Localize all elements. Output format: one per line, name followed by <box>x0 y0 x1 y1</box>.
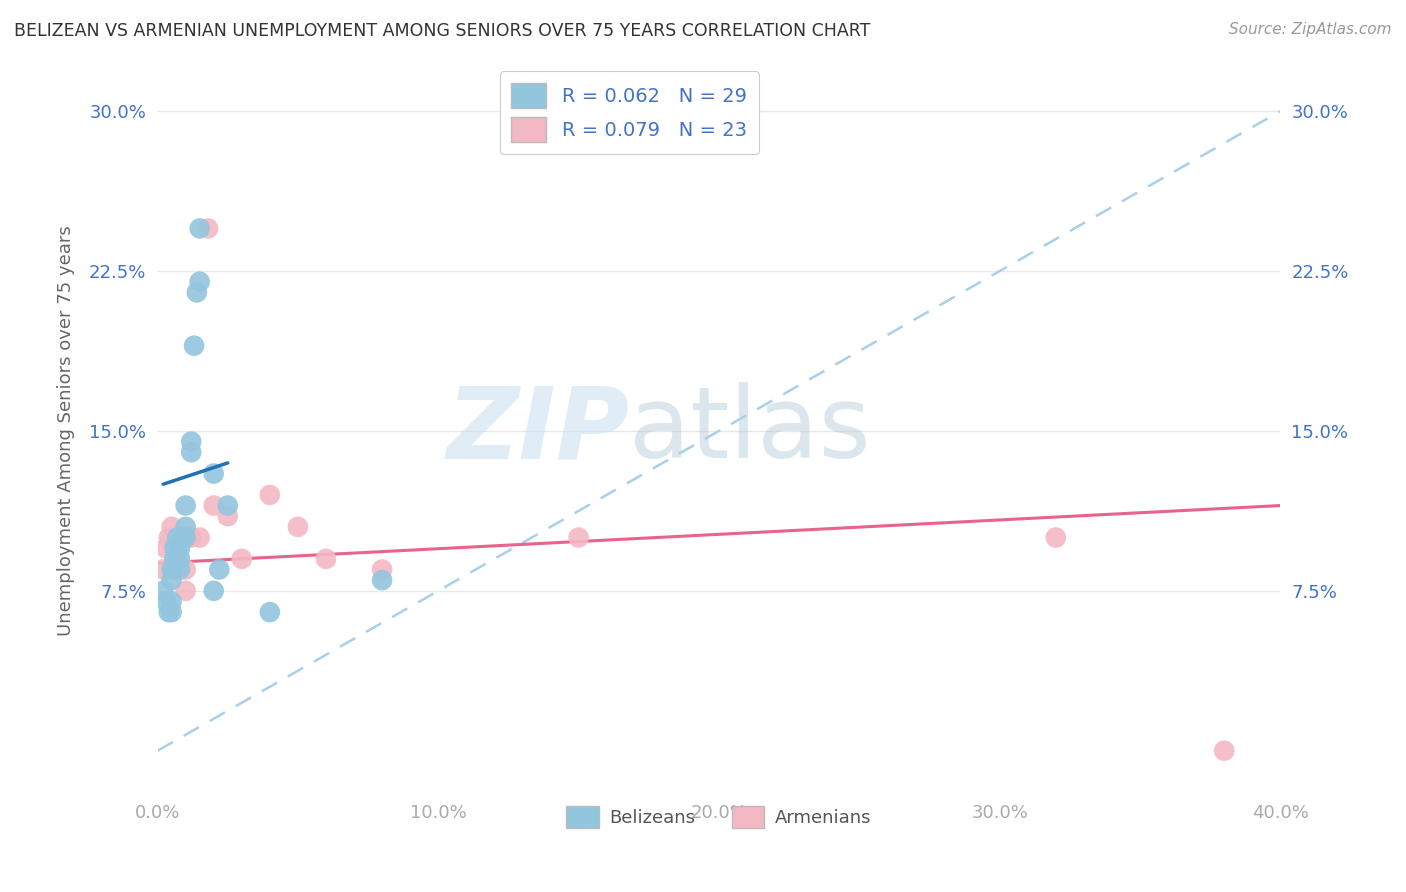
Point <box>202 467 225 481</box>
Point <box>180 445 202 459</box>
Point <box>163 562 186 576</box>
Point <box>188 275 211 289</box>
Point <box>163 552 186 566</box>
Point <box>180 531 202 545</box>
Point <box>169 562 191 576</box>
Point <box>169 552 191 566</box>
Text: Source: ZipAtlas.com: Source: ZipAtlas.com <box>1229 22 1392 37</box>
Text: atlas: atlas <box>628 383 870 479</box>
Legend: Belizeans, Armenians: Belizeans, Armenians <box>560 798 879 835</box>
Point <box>259 488 281 502</box>
Point <box>155 594 177 608</box>
Point <box>160 520 183 534</box>
Point <box>169 531 191 545</box>
Point <box>1213 744 1236 758</box>
Point <box>183 339 205 353</box>
Point <box>157 531 180 545</box>
Y-axis label: Unemployment Among Seniors over 75 years: Unemployment Among Seniors over 75 years <box>58 226 75 636</box>
Point <box>160 573 183 587</box>
Point <box>174 499 197 513</box>
Point <box>163 552 186 566</box>
Point <box>174 531 197 545</box>
Point <box>174 583 197 598</box>
Point <box>371 562 394 576</box>
Point <box>152 562 174 576</box>
Point <box>217 499 239 513</box>
Point <box>371 573 394 587</box>
Point <box>174 562 197 576</box>
Point <box>163 541 186 556</box>
Point <box>568 531 591 545</box>
Point <box>166 531 188 545</box>
Point <box>231 552 253 566</box>
Point <box>152 583 174 598</box>
Point <box>259 605 281 619</box>
Point <box>155 541 177 556</box>
Point <box>160 605 183 619</box>
Point <box>217 509 239 524</box>
Text: BELIZEAN VS ARMENIAN UNEMPLOYMENT AMONG SENIORS OVER 75 YEARS CORRELATION CHART: BELIZEAN VS ARMENIAN UNEMPLOYMENT AMONG … <box>14 22 870 40</box>
Point <box>172 531 194 545</box>
Point <box>287 520 309 534</box>
Point <box>169 541 191 556</box>
Point <box>160 594 183 608</box>
Point <box>186 285 208 300</box>
Point <box>174 520 197 534</box>
Point <box>315 552 337 566</box>
Point <box>188 531 211 545</box>
Point <box>197 221 219 235</box>
Text: ZIP: ZIP <box>446 383 628 479</box>
Point <box>202 583 225 598</box>
Point <box>180 434 202 449</box>
Point <box>202 499 225 513</box>
Point <box>166 541 188 556</box>
Point <box>208 562 231 576</box>
Point <box>188 221 211 235</box>
Point <box>157 605 180 619</box>
Point <box>1045 531 1067 545</box>
Point <box>160 562 183 576</box>
